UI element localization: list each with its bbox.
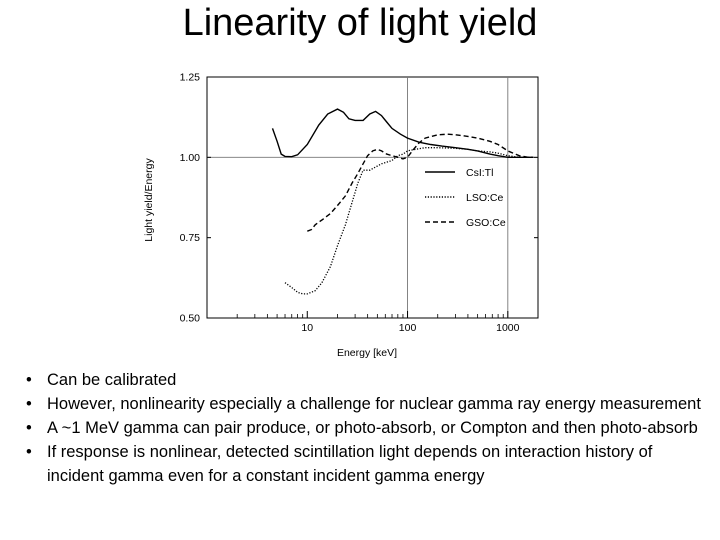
slide-title: Linearity of light yield xyxy=(182,2,538,44)
reference-lines xyxy=(207,77,538,318)
legend-label: GSO:Ce xyxy=(466,217,506,229)
x-tick-label: 10 xyxy=(301,322,313,334)
x-axis-label: Energy [keV] xyxy=(337,347,397,359)
tick-labels: 10 100 1000 1.25 1.00 0.75 0.50 xyxy=(180,72,538,334)
light-yield-chart: 10 100 1000 1.25 1.00 0.75 0.50 CsI:Tl LSO:Ce GS… xyxy=(143,72,539,359)
y-axis-label: Light yield/Energy xyxy=(143,158,155,242)
legend-label: LSO:Ce xyxy=(466,192,504,204)
x-tick-label: 1000 xyxy=(496,322,520,334)
bullet-item: A ~1 MeV gamma can pair produce, or phot… xyxy=(22,416,702,440)
series-lines xyxy=(271,108,534,295)
legend: CsI:Tl LSO:Ce GSO:Ce xyxy=(425,167,506,229)
y-tick-label: 1.25 xyxy=(180,72,201,84)
series-line-csi-tl xyxy=(271,108,534,159)
bullet-item: Can be calibrated xyxy=(22,368,702,392)
legend-label: CsI:Tl xyxy=(466,167,493,179)
bullet-item: If response is nonlinear, detected scint… xyxy=(22,440,702,488)
y-tick-label: 0.50 xyxy=(180,313,201,325)
bullet-item: However, nonlinearity especially a chall… xyxy=(22,392,702,416)
plot-border xyxy=(206,76,539,319)
plot-frame xyxy=(206,76,539,319)
x-tick-label: 100 xyxy=(399,322,417,334)
y-tick-label: 1.00 xyxy=(180,152,201,164)
bullet-list: Can be calibratedHowever, nonlinearity e… xyxy=(22,368,702,488)
y-tick-label: 0.75 xyxy=(180,232,201,244)
series-line-gso-ce xyxy=(307,133,534,232)
